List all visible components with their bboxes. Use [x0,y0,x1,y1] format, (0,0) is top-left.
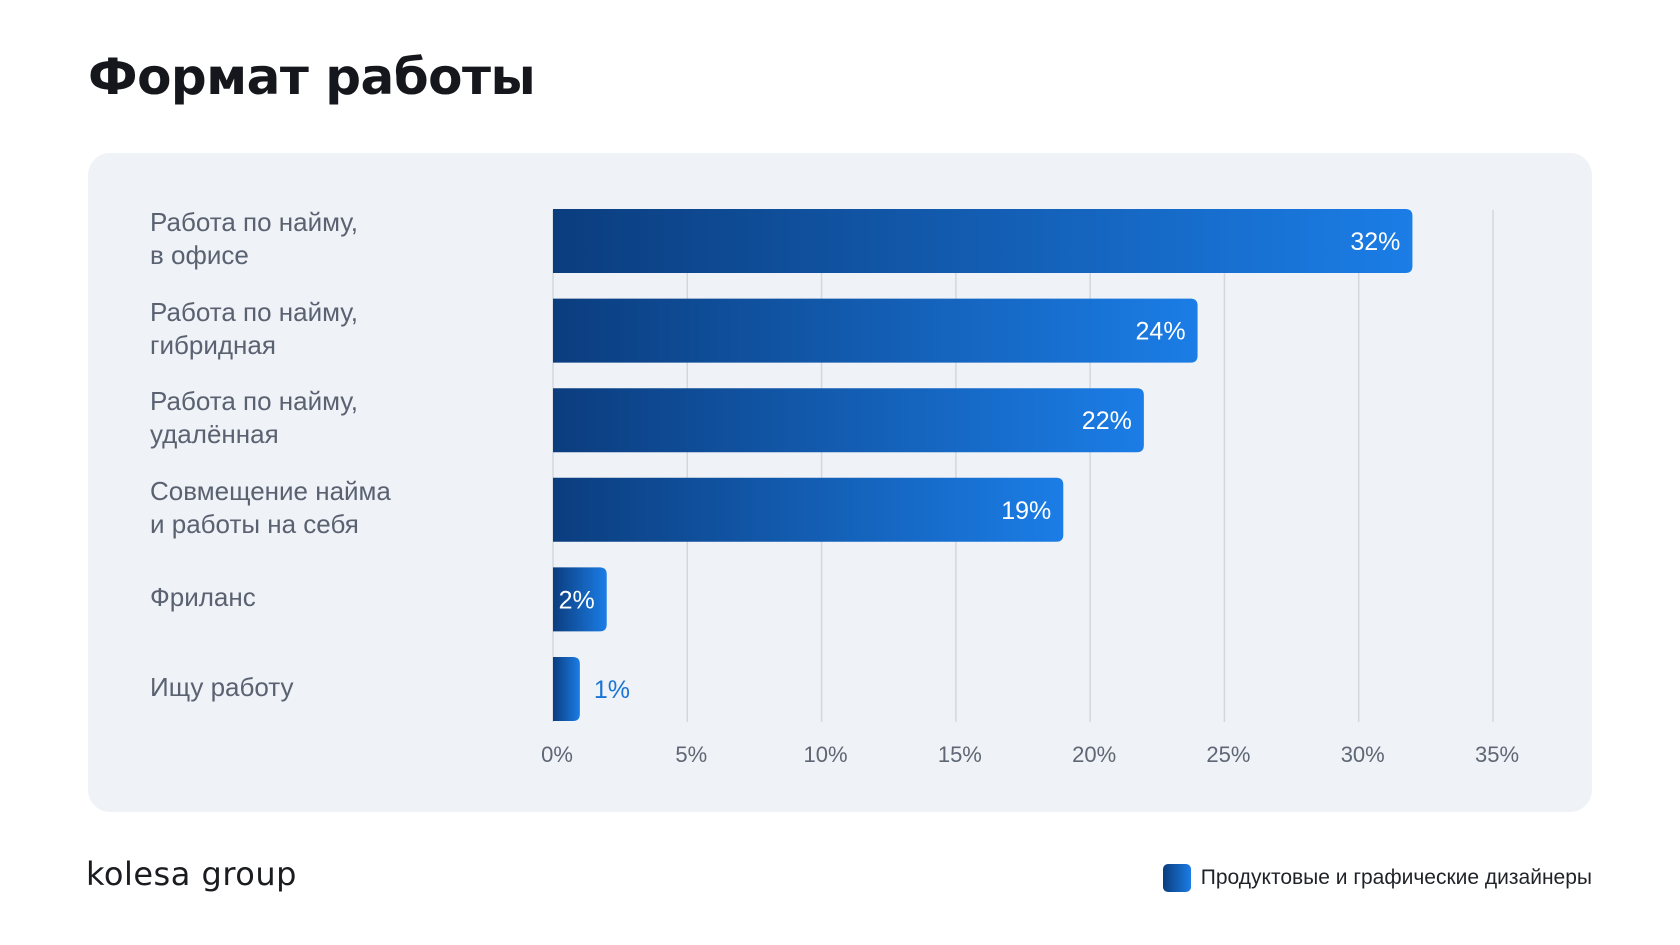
legend-label: Продуктовые и графические дизайнеры [1200,866,1592,889]
bars: 32% 24% 22% 19% 2% 1% [553,209,1413,721]
x-tick-label: 35% [1475,742,1519,767]
bar-value-label: 22% [1082,407,1132,435]
x-tick-label: 5% [675,742,707,767]
bar [553,657,580,721]
bar [553,477,1064,542]
category-label: Работа по найму, удалённая [150,386,358,450]
bar [553,209,1413,273]
bar [553,388,1144,453]
category-label: Работа по найму, гибридная [150,296,358,360]
bar-value-label: 24% [1136,318,1186,346]
legend: Продуктовые и графические дизайнеры [1162,864,1592,892]
category-label: Ищу работу [150,671,294,702]
kolesa-group-logo: kolesa group [86,855,297,893]
x-tick-label: 30% [1341,742,1385,767]
category-label: Работа по найму, в офисе [150,207,358,270]
bar-value-label: 2% [559,586,595,614]
x-axis-ticks: 0% 5% 10% 15% 20% 25% 30% 35% [541,742,1519,767]
category-label: Фриланс [150,581,256,612]
page-title: Формат работы [88,48,536,106]
x-tick-label: 10% [804,742,848,767]
category-label: Совмещение найма и работы на себя [150,475,391,539]
gridlines [552,210,1494,722]
legend-swatch [1162,864,1191,892]
x-tick-label: 20% [1072,742,1116,767]
x-tick-label: 15% [938,742,982,767]
bar [553,567,607,632]
bar-value-label: 19% [1001,497,1051,525]
bar-value-label: 1% [594,676,630,704]
x-tick-label: 0% [541,742,573,767]
x-tick-label: 25% [1206,742,1250,767]
bar [553,298,1198,363]
bar-value-label: 32% [1350,228,1400,256]
